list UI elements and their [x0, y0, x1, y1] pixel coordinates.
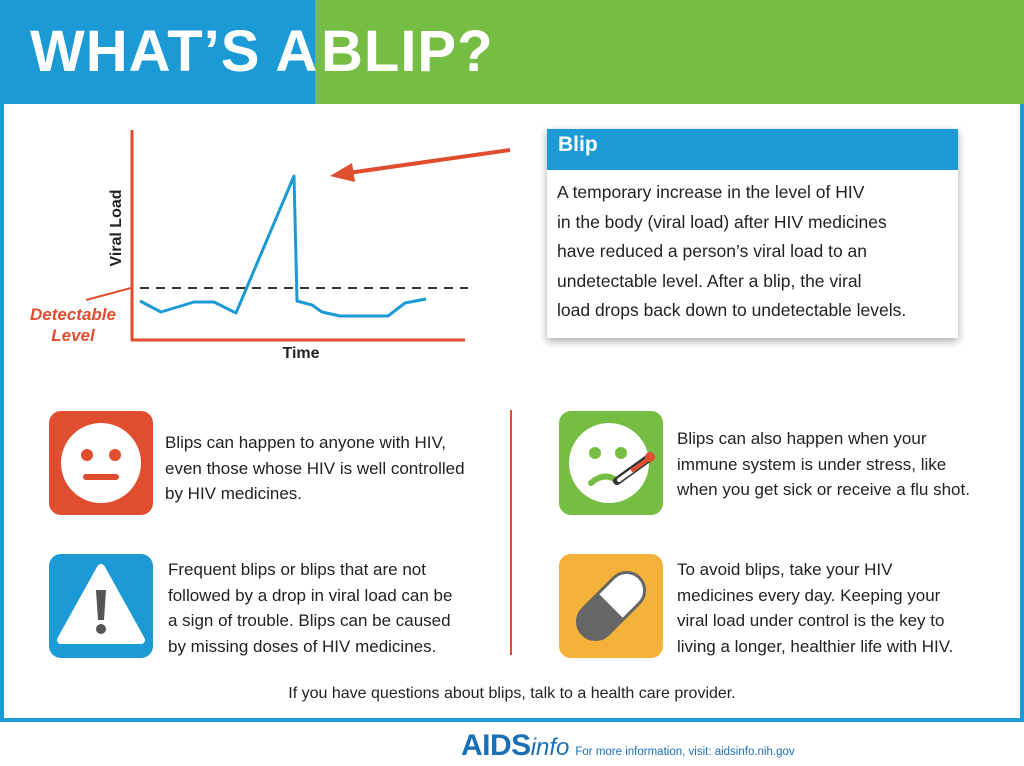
header-green-band	[315, 0, 1024, 104]
point-line: followed by a drop in viral load can be	[168, 585, 453, 605]
logo-main-text: AIDS	[461, 729, 531, 762]
page-title-part2: BLIP?	[321, 19, 494, 84]
logo-sub-text: info	[530, 734, 570, 761]
point-text-trouble: Frequent blips or blips that are not fol…	[168, 557, 508, 659]
pill-icon	[559, 554, 663, 658]
point-line: by missing doses of HIV medicines.	[168, 636, 437, 656]
page-title-part1: WHAT’S A	[30, 19, 319, 84]
viral-load-illustration: Viral Load Time Detectable Level	[30, 130, 511, 362]
blip-arrow-shaft	[347, 148, 511, 175]
point-line: immune system is under stress, like	[677, 454, 947, 474]
point-text-stress: Blips can also happen when your immune s…	[677, 426, 1017, 503]
detectable-pointer-line	[85, 287, 132, 301]
point-line: living a longer, healthier life with HIV…	[677, 636, 954, 656]
neutral-face-icon	[49, 411, 153, 515]
point-line: Blips can also happen when your	[677, 429, 927, 448]
blip-arrow-head	[330, 163, 355, 182]
sick-face-thermometer-icon	[559, 411, 663, 515]
point-text-avoid: To avoid blips, take your HIV medicines …	[677, 557, 1017, 659]
definition-heading: Blip	[547, 129, 958, 170]
point-line: medicines every day. Keeping your	[677, 585, 941, 605]
point-line: To avoid blips, take your HIV	[677, 560, 893, 579]
definition-text: A temporary increase in the level of HIV…	[547, 170, 958, 326]
definition-line: have reduced a person’s viral load to an	[557, 241, 868, 262]
definition-line: A temporary increase in the level of HIV	[557, 182, 865, 202]
definition-box: Blip A temporary increase in the level o…	[547, 129, 958, 338]
point-line: a sign of trouble. Blips can be caused	[168, 611, 451, 630]
point-line: Blips can happen to anyone with HIV,	[165, 433, 447, 452]
point-line: even those whose HIV is well controlled	[165, 458, 465, 478]
x-axis-label: Time	[282, 345, 319, 362]
point-line: Frequent blips or blips that are not	[168, 560, 426, 579]
point-line: when you get sick or receive a flu shot.	[677, 480, 970, 499]
point-text-anyone: Blips can happen to anyone with HIV, eve…	[165, 430, 505, 507]
detectable-label-line1: Detectable	[30, 305, 116, 324]
aidsinfo-logo: AIDSinfo For more information, visit: aid…	[461, 729, 795, 765]
point-line: by HIV medicines.	[165, 484, 302, 503]
header-blue-band	[0, 0, 315, 104]
point-line: viral load under control is the key to	[677, 611, 945, 630]
more-info-text: For more information, visit: aidsinfo.ni…	[575, 746, 795, 758]
page-frame	[0, 0, 1024, 722]
definition-line: load drops back down to undetectable lev…	[557, 300, 907, 321]
detectable-label-line2: Level	[51, 326, 96, 345]
y-axis-label: Viral Load	[108, 189, 125, 266]
column-divider	[510, 410, 512, 655]
footer-question: If you have questions about blips, talk …	[288, 685, 736, 702]
definition-line: undetectable level. After a blip, the vi…	[557, 270, 862, 291]
warning-icon	[49, 554, 153, 658]
viral-load-line	[139, 174, 427, 318]
definition-line: in the body (viral load) after HIV medic…	[557, 211, 887, 232]
